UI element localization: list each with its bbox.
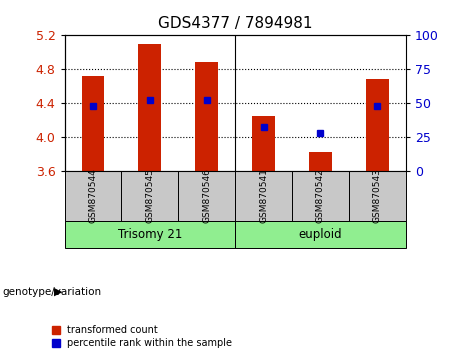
FancyBboxPatch shape [65, 171, 121, 221]
Text: Trisomy 21: Trisomy 21 [118, 228, 182, 241]
FancyBboxPatch shape [178, 171, 235, 221]
Bar [82, 76, 104, 171]
FancyBboxPatch shape [292, 171, 349, 221]
Text: GSM870541: GSM870541 [259, 168, 268, 223]
Text: GSM870544: GSM870544 [89, 168, 97, 223]
Text: GSM870545: GSM870545 [145, 168, 154, 223]
Text: genotype/variation: genotype/variation [2, 287, 101, 297]
Text: GSM870542: GSM870542 [316, 168, 325, 223]
Bar [309, 152, 332, 171]
FancyBboxPatch shape [349, 171, 406, 221]
FancyBboxPatch shape [235, 171, 292, 221]
Text: euploid: euploid [299, 228, 342, 241]
Bar [366, 79, 389, 171]
FancyBboxPatch shape [121, 171, 178, 221]
Text: GSM870546: GSM870546 [202, 168, 211, 223]
Text: ▶: ▶ [54, 287, 63, 297]
Bar [195, 62, 218, 171]
FancyBboxPatch shape [235, 221, 406, 248]
Legend: transformed count, percentile rank within the sample: transformed count, percentile rank withi… [51, 324, 233, 349]
Bar [252, 116, 275, 171]
Text: GSM870543: GSM870543 [373, 168, 382, 223]
Title: GDS4377 / 7894981: GDS4377 / 7894981 [158, 16, 313, 32]
Bar [138, 44, 161, 171]
FancyBboxPatch shape [65, 221, 235, 248]
